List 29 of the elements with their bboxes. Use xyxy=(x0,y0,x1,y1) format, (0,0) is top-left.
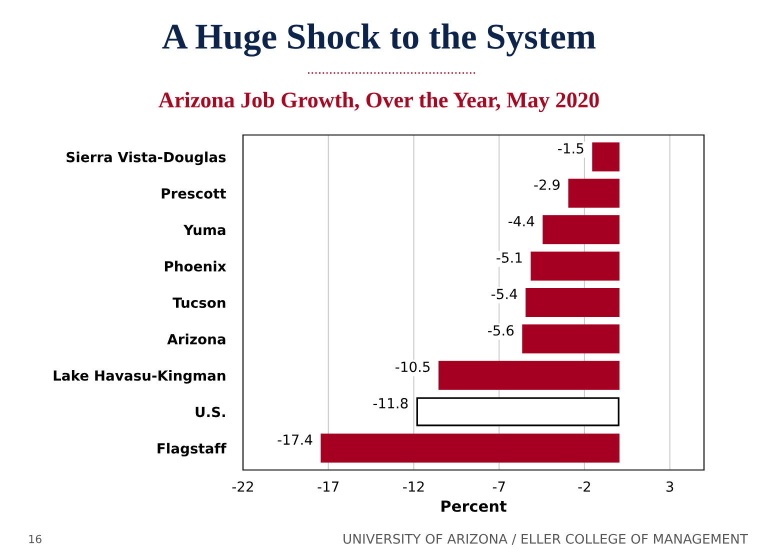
x-tick-label: -22 xyxy=(232,481,253,492)
data-label: -2.9 xyxy=(534,180,560,190)
data-label: -5.4 xyxy=(491,288,518,300)
y-tick-label: Phoenix xyxy=(164,260,226,272)
x-axis-title: Percent xyxy=(442,500,506,512)
x-tick-label: -12 xyxy=(403,481,424,492)
text: 16 xyxy=(29,534,42,544)
y-tick-label: Yuma xyxy=(183,224,226,236)
y-tick-label: Lake Havasu-Kingman xyxy=(54,370,226,384)
chart-subtitle: Arizona Job Growth, Over the Year, May 2020 xyxy=(158,92,599,112)
chart-title: A Huge Shock to the System xyxy=(162,23,596,57)
x-tick-label: -7 xyxy=(492,482,505,492)
data-label: -5.1 xyxy=(496,252,522,263)
x-tick-label: -17 xyxy=(318,482,339,492)
data-label: -4.4 xyxy=(508,216,534,226)
x-tick-label: 3 xyxy=(666,481,674,492)
data-label: -1.5 xyxy=(558,143,584,154)
y-tick-label: Sierra Vista-Douglas xyxy=(66,152,226,166)
y-tick-label: Flagstaff xyxy=(158,442,226,456)
data-label: -17.4 xyxy=(278,434,312,445)
x-tick-label: -2 xyxy=(578,481,590,492)
text: UNIVERSITY OF ARIZONA / ELLER COLLEGE OF MANAGEMENT xyxy=(344,534,748,545)
data-label: -10.5 xyxy=(396,362,430,372)
data-label: -5.6 xyxy=(488,325,514,336)
data-label: -11.8 xyxy=(373,398,408,408)
y-tick-label: U.S. xyxy=(196,406,225,418)
y-tick-label: Prescott xyxy=(162,188,226,199)
y-tick-label: Arizona xyxy=(167,334,226,344)
y-tick-label: Tucson xyxy=(172,298,226,308)
